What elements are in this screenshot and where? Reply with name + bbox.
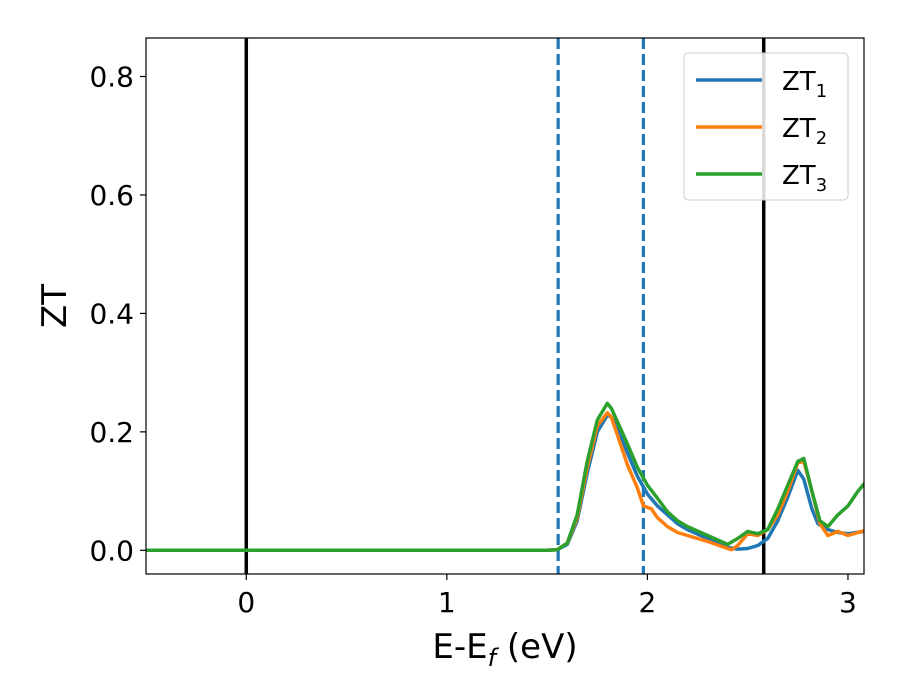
- y-tick-label-2: 0.4: [89, 297, 134, 330]
- legend: ZT1 ZT2 ZT3: [683, 52, 849, 201]
- legend-label-zt3: ZT3: [782, 161, 827, 196]
- x-tick-label-3: 3: [839, 586, 857, 619]
- legend-label-zt1: ZT1: [782, 67, 827, 102]
- x-axis-ticks: 0 1 2 3: [237, 574, 857, 619]
- legend-label-zt2: ZT2: [782, 114, 827, 149]
- y-tick-label-1: 0.2: [89, 416, 134, 449]
- y-axis-label: ZT: [35, 284, 75, 328]
- x-tick-label-2: 2: [638, 586, 656, 619]
- plot-frame: [145, 37, 865, 575]
- legend-box: [683, 52, 849, 201]
- legend-entries: ZT1 ZT2 ZT3: [696, 67, 827, 196]
- x-tick-label-1: 1: [438, 586, 456, 619]
- series-line-zt3: [146, 401, 864, 553]
- series-lines: [146, 401, 864, 553]
- y-tick-label-0: 0.0: [89, 534, 134, 567]
- y-axis-ticks: 0.0 0.2 0.4 0.6 0.8: [89, 60, 146, 567]
- x-tick-label-0: 0: [237, 586, 255, 619]
- y-tick-label-3: 0.6: [89, 179, 134, 212]
- x-axis-label: E-Ef (eV): [432, 627, 577, 672]
- y-tick-label-4: 0.8: [89, 60, 134, 93]
